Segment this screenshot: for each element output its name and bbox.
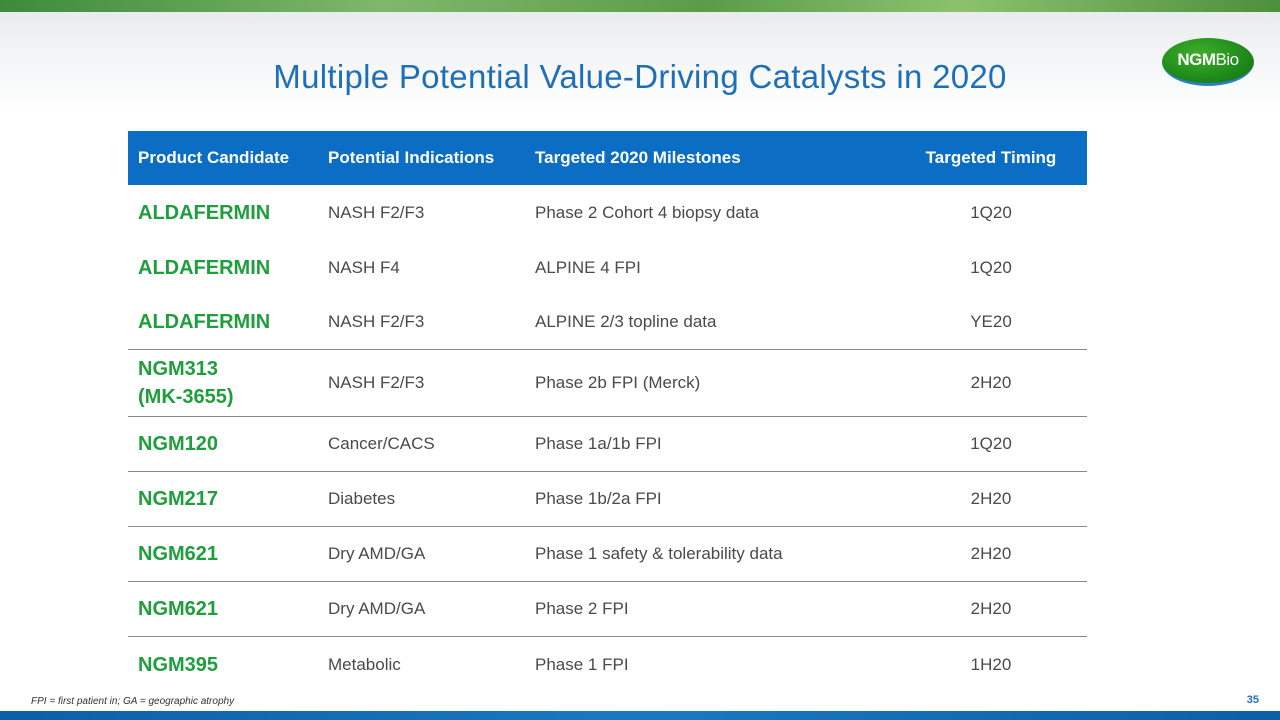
header-product-candidate: Product Candidate <box>138 148 290 167</box>
cell-product-candidate: NGM120 <box>138 433 219 455</box>
cell-milestone: Phase 1 safety & tolerability data <box>535 544 783 563</box>
cell-milestone: ALPINE 2/3 topline data <box>535 312 717 331</box>
table-row: ALDAFERMIN NASH F2/F3 Phase 2 Cohort 4 bio… <box>128 185 1087 240</box>
cell-product-candidate: ALDAFERMIN <box>138 256 271 279</box>
cell-product-candidate: ALDAFERMIN <box>138 311 271 333</box>
cell-milestone: Phase 1 FPI <box>535 655 629 674</box>
cell-timing: 1H20 <box>970 655 1012 674</box>
cell-milestone: Phase 1b/2a FPI <box>535 489 662 508</box>
footnote: FPI = first patient in; GA = geographic … <box>31 696 235 707</box>
table-row: NGM120 Cancer/CACS Phase 1a/1b FPI 1Q20 <box>128 417 1087 472</box>
table-body: ALDAFERMIN NASH F2/F3 Phase 2 Cohort 4 bio… <box>128 185 1087 693</box>
cell-product-candidate: ALDAFERMIN <box>138 201 271 224</box>
cell-indication: NASH F2/F3 <box>328 202 425 222</box>
table-row: NGM621 Dry AMD/GA Phase 2 FPI 2H20 <box>128 582 1087 637</box>
cell-timing: 2H20 <box>970 599 1012 618</box>
logo-text-light: Bio <box>1215 50 1240 69</box>
cell-indication: Cancer/CACS <box>328 434 435 453</box>
header-potential-indications: Potential Indications <box>328 148 495 167</box>
cell-milestone: Phase 2 Cohort 4 biopsy data <box>535 202 759 222</box>
cell-indication: NASH F2/F3 <box>328 373 425 392</box>
table-row: NGM313 (MK-3655) NASH F2/F3 Phase 2b FPI (M… <box>128 350 1087 417</box>
table-row: ALDAFERMIN NASH F4 ALPINE 4 FPI 1Q20 <box>128 240 1087 295</box>
bottom-decorative-band <box>0 711 1280 720</box>
logo-text-bold: NGM <box>1177 50 1216 69</box>
cell-timing: 1Q20 <box>970 434 1012 453</box>
cell-indication: NASH F4 <box>328 257 400 277</box>
cell-timing: 2H20 <box>970 489 1012 508</box>
table-row: NGM217 Diabetes Phase 1b/2a FPI 2H20 <box>128 472 1087 527</box>
cell-indication: Diabetes <box>328 489 396 508</box>
cell-timing: 1Q20 <box>970 257 1012 277</box>
header-targeted-milestones: Targeted 2020 Milestones <box>535 148 741 167</box>
cell-product-candidate: NGM395 <box>138 654 219 676</box>
page-number: 35 <box>1246 694 1259 706</box>
logo-text: NGMBio <box>1162 50 1254 70</box>
cell-product-candidate: NGM621 <box>138 543 219 565</box>
cell-timing: 1Q20 <box>970 202 1012 222</box>
cell-timing: YE20 <box>970 312 1012 331</box>
table-header: Product Candidate Potential Indications … <box>128 131 1087 185</box>
slide-title: Multiple Potential Value-Driving Catalys… <box>273 58 1007 95</box>
cell-indication: Metabolic <box>328 655 401 674</box>
company-logo: NGMBio <box>1162 38 1254 88</box>
cell-milestone: ALPINE 4 FPI <box>535 257 641 277</box>
cell-milestone: Phase 2 FPI <box>535 599 629 618</box>
header-background <box>0 12 1280 112</box>
cell-indication: Dry AMD/GA <box>328 544 426 563</box>
cell-timing: 2H20 <box>970 373 1012 392</box>
cell-indication: NASH F2/F3 <box>328 312 425 331</box>
catalysts-table: Product Candidate Potential Indications … <box>128 131 1087 693</box>
cell-milestone: Phase 1a/1b FPI <box>535 434 662 453</box>
table-row: ALDAFERMIN NASH F2/F3 ALPINE 2/3 topline d… <box>128 295 1087 350</box>
cell-product-candidate: NGM313 (MK-3655) <box>138 358 234 408</box>
cell-milestone: Phase 2b FPI (Merck) <box>535 373 701 392</box>
header-targeted-timing: Targeted Timing <box>925 148 1057 167</box>
logo-oval-icon <box>1162 38 1254 86</box>
cell-timing: 2H20 <box>970 544 1012 563</box>
cell-product-candidate: NGM217 <box>138 488 219 510</box>
table-row: NGM621 Dry AMD/GA Phase 1 safety & tolerab… <box>128 527 1087 582</box>
table-row: NGM395 Metabolic Phase 1 FPI 1H20 <box>128 637 1087 693</box>
cell-product-candidate: NGM621 <box>138 598 219 620</box>
cell-indication: Dry AMD/GA <box>328 599 426 618</box>
top-decorative-band <box>0 0 1280 12</box>
